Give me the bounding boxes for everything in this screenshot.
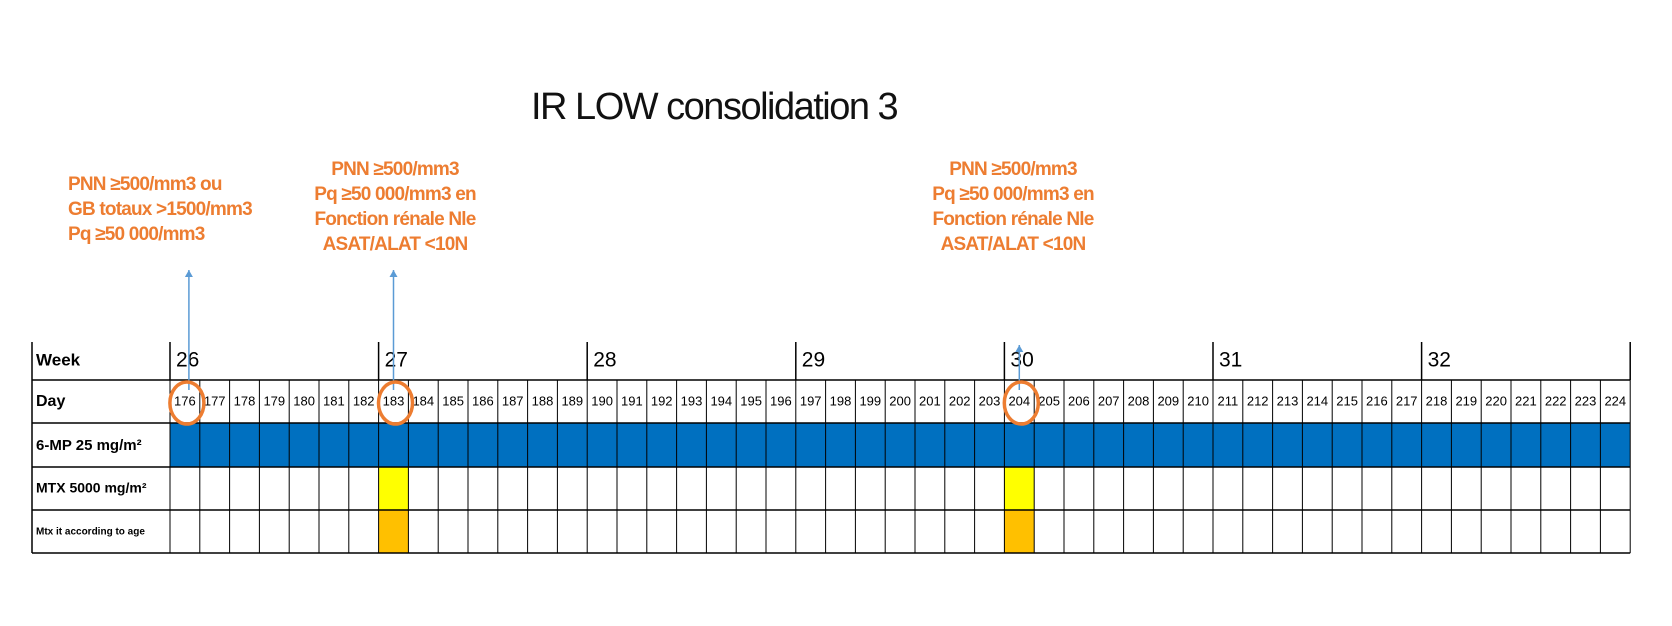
mtx-it-cell-day-183 bbox=[378, 510, 409, 553]
day-number: 191 bbox=[621, 393, 643, 408]
row-label-mtx: MTX 5000 mg/m² bbox=[36, 480, 147, 496]
note-line: Fonction rénale Nle bbox=[932, 209, 1094, 230]
day-number: 220 bbox=[1485, 393, 1507, 408]
day-number: 209 bbox=[1157, 393, 1179, 408]
circle-day-204 bbox=[1002, 380, 1041, 426]
note-line: PNN ≥500/mm3 bbox=[331, 159, 459, 180]
day-number: 214 bbox=[1306, 393, 1328, 408]
mp-bar bbox=[170, 423, 1631, 467]
note-line: Pq ≥50 000/mm3 bbox=[68, 224, 205, 245]
condition-note-day-176: PNN ≥500/mm3 ou GB totaux >1500/mm3 Pq ≥… bbox=[68, 172, 253, 247]
day-number: 216 bbox=[1366, 393, 1388, 408]
week-number: 30 bbox=[1010, 349, 1033, 372]
day-number: 180 bbox=[293, 393, 315, 408]
diagram-title: IR LOW consolidation 3 bbox=[531, 86, 899, 128]
day-number: 182 bbox=[353, 393, 375, 408]
day-number: 213 bbox=[1277, 393, 1299, 408]
row-label-6mp: 6-MP 25 mg/m² bbox=[36, 437, 142, 454]
row-label-mtx-it: Mtx it according to age bbox=[36, 527, 145, 538]
day-number: 194 bbox=[710, 393, 732, 408]
week-number: 28 bbox=[593, 349, 616, 372]
mtx-cell-day-204 bbox=[1004, 467, 1035, 510]
circle-day-183 bbox=[376, 380, 415, 426]
note-line: GB totaux >1500/mm3 bbox=[68, 199, 253, 220]
day-number: 202 bbox=[949, 393, 971, 408]
week-number: 26 bbox=[176, 349, 199, 372]
day-number: 196 bbox=[770, 393, 792, 408]
day-number: 190 bbox=[591, 393, 613, 408]
day-number: 219 bbox=[1455, 393, 1477, 408]
day-number: 215 bbox=[1336, 393, 1358, 408]
day-number: 206 bbox=[1068, 393, 1090, 408]
note-line: Pq ≥50 000/mm3 en bbox=[314, 184, 476, 205]
day-number: 188 bbox=[532, 393, 554, 408]
day-number: 183 bbox=[383, 393, 405, 408]
day-number: 197 bbox=[800, 393, 822, 408]
day-number: 178 bbox=[234, 393, 256, 408]
note-line: Pq ≥50 000/mm3 en bbox=[932, 184, 1094, 205]
day-number: 205 bbox=[1038, 393, 1060, 408]
day-number: 199 bbox=[859, 393, 881, 408]
week-number: 27 bbox=[385, 349, 408, 372]
day-number: 224 bbox=[1604, 393, 1626, 408]
day-number: 218 bbox=[1426, 393, 1448, 408]
day-number: 222 bbox=[1545, 393, 1567, 408]
note-line: Fonction rénale Nle bbox=[314, 209, 476, 230]
condition-note-day-204: PNN ≥500/mm3 Pq ≥50 000/mm3 en Fonction … bbox=[888, 157, 1138, 257]
day-number: 179 bbox=[263, 393, 285, 408]
day-number: 212 bbox=[1247, 393, 1269, 408]
note-line: ASAT/ALAT <10N bbox=[322, 234, 469, 255]
mtx-cell-day-183 bbox=[378, 467, 409, 510]
day-number: 181 bbox=[323, 393, 345, 408]
day-number: 195 bbox=[740, 393, 762, 408]
day-number: 208 bbox=[1128, 393, 1150, 408]
row-label-day: Day bbox=[36, 393, 65, 410]
condition-note-day-183: PNN ≥500/mm3 Pq ≥50 000/mm3 en Fonction … bbox=[270, 157, 520, 257]
day-number: 223 bbox=[1575, 393, 1597, 408]
day-number: 210 bbox=[1187, 393, 1209, 408]
circle-day-176 bbox=[168, 380, 206, 426]
note-line: PNN ≥500/mm3 bbox=[949, 159, 1077, 180]
day-number: 176 bbox=[174, 393, 196, 408]
row-label-week: Week bbox=[36, 350, 81, 369]
note-line: PNN ≥500/mm3 ou bbox=[68, 174, 222, 195]
week-number: 32 bbox=[1428, 349, 1451, 372]
day-number: 200 bbox=[889, 393, 911, 408]
day-number: 217 bbox=[1396, 393, 1418, 408]
day-number: 192 bbox=[651, 393, 673, 408]
day-number: 193 bbox=[681, 393, 703, 408]
day-number: 198 bbox=[830, 393, 852, 408]
day-number: 211 bbox=[1218, 393, 1239, 408]
arrow-head-day-183 bbox=[389, 270, 398, 277]
day-number: 201 bbox=[919, 393, 941, 408]
week-number: 29 bbox=[802, 349, 825, 372]
mtx-it-cell-day-204 bbox=[1004, 510, 1035, 553]
day-number: 186 bbox=[472, 393, 494, 408]
day-number: 184 bbox=[412, 393, 434, 408]
arrow-head-day-204 bbox=[1015, 345, 1024, 352]
week-number: 31 bbox=[1219, 349, 1242, 372]
day-number: 187 bbox=[502, 393, 524, 408]
day-number: 203 bbox=[979, 393, 1001, 408]
day-number: 189 bbox=[561, 393, 583, 408]
day-number: 185 bbox=[442, 393, 464, 408]
day-number: 207 bbox=[1098, 393, 1120, 408]
note-line: ASAT/ALAT <10N bbox=[940, 234, 1087, 255]
arrow-head-day-176 bbox=[184, 270, 193, 277]
day-number: 204 bbox=[1008, 393, 1030, 408]
day-number: 177 bbox=[204, 393, 226, 408]
day-number: 221 bbox=[1515, 393, 1537, 408]
